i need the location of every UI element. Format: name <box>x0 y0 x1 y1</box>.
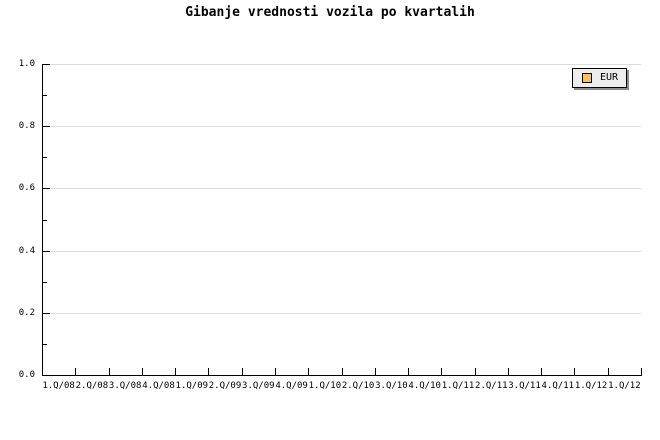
x-tick-label: 1.Q/12 <box>608 381 641 391</box>
plot-area <box>42 64 642 376</box>
y-minor-tick <box>43 282 47 283</box>
x-major-tick <box>275 368 276 375</box>
y-gridline <box>43 64 641 65</box>
x-major-tick <box>608 368 609 375</box>
y-gridline <box>43 188 641 189</box>
x-tick-label: 4.Q/08 <box>142 381 175 391</box>
y-minor-tick <box>43 157 47 158</box>
y-minor-tick <box>43 344 47 345</box>
y-major-tick <box>43 188 50 189</box>
chart-title: Gibanje vrednosti vozila po kvartalih <box>185 5 475 20</box>
x-tick-label: 1.Q/12 <box>574 381 608 391</box>
y-major-tick <box>43 313 50 314</box>
x-major-tick <box>242 368 243 375</box>
x-tick-label: 2.Q/09 <box>208 381 242 391</box>
y-tick-label: 1.0 <box>18 59 35 69</box>
y-gridline <box>43 126 641 127</box>
x-major-tick <box>574 368 575 375</box>
x-tick-label: 3.Q/08 <box>108 381 142 391</box>
x-tick-label: 1.Q/10 <box>308 381 342 391</box>
y-gridline <box>43 313 641 314</box>
x-major-tick <box>75 368 76 375</box>
y-major-tick <box>43 375 50 376</box>
y-tick-label: 0.0 <box>18 370 35 380</box>
x-tick-label: 2.Q/08 <box>75 381 109 391</box>
y-gridline <box>43 251 641 252</box>
x-tick-label: 1.Q/11 <box>441 381 475 391</box>
x-major-tick <box>475 368 476 375</box>
x-major-tick <box>175 368 176 375</box>
x-major-tick <box>408 368 409 375</box>
x-tick-label: 1.Q/09 <box>175 381 209 391</box>
legend-swatch-icon <box>582 73 592 83</box>
legend-series-label: EUR <box>600 72 619 83</box>
x-major-tick <box>508 368 509 375</box>
x-major-tick <box>142 368 143 375</box>
x-major-tick <box>308 368 309 375</box>
y-minor-tick <box>43 95 47 96</box>
x-major-tick <box>641 368 642 375</box>
x-major-tick <box>42 368 43 375</box>
legend: EUR <box>572 68 627 88</box>
x-tick-label: 3.Q/11 <box>508 381 541 391</box>
x-tick-label: 3.Q/10 <box>375 381 408 391</box>
y-major-tick <box>43 64 50 65</box>
x-major-tick <box>441 368 442 375</box>
x-tick-label: 4.Q/11 <box>541 381 575 391</box>
x-tick-label: 2.Q/11 <box>475 381 508 391</box>
x-major-tick <box>342 368 343 375</box>
x-major-tick <box>375 368 376 375</box>
y-tick-label: 0.4 <box>18 246 35 256</box>
x-tick-label: 4.Q/10 <box>408 381 441 391</box>
x-tick-label: 1.Q/08 <box>42 381 75 391</box>
x-major-tick <box>109 368 110 375</box>
y-tick-label: 0.6 <box>18 183 35 193</box>
x-major-tick <box>208 368 209 375</box>
y-tick-label: 0.8 <box>18 121 35 131</box>
x-major-tick <box>541 368 542 375</box>
x-tick-label: 2.Q/10 <box>341 381 375 391</box>
y-major-tick <box>43 251 50 252</box>
y-major-tick <box>43 126 50 127</box>
x-tick-label: 3.Q/09 <box>242 381 275 391</box>
y-tick-label: 0.2 <box>18 308 35 318</box>
x-tick-label: 4.Q/09 <box>275 381 308 391</box>
y-minor-tick <box>43 220 47 221</box>
